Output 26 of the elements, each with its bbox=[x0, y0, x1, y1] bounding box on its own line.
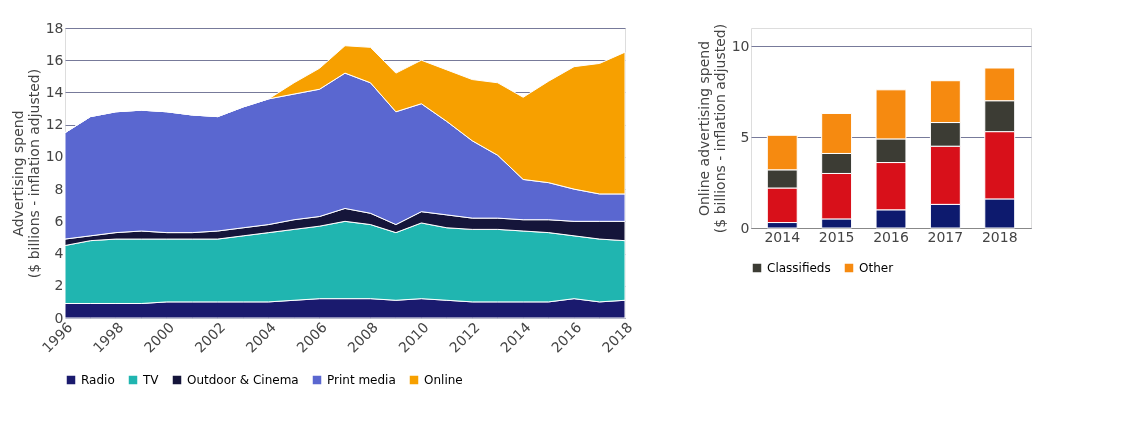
y-axis-title: Online advertising spend ($ billions - inflation adjusted) bbox=[695, 23, 728, 234]
legend-label: Outdoor & Cinema bbox=[187, 373, 299, 387]
y-tick-label: 10 bbox=[731, 37, 750, 54]
legend-label: TV bbox=[142, 373, 160, 387]
legend-label: Other bbox=[859, 261, 894, 275]
x-tick-label: 2016 bbox=[873, 228, 909, 245]
y-tick-label: 14 bbox=[45, 83, 64, 100]
y-tick-label: 10 bbox=[45, 148, 64, 165]
y-tick-label: 6 bbox=[54, 212, 64, 229]
y-tick-label: 2 bbox=[54, 277, 64, 294]
legend-label: Radio bbox=[81, 373, 115, 387]
x-tick-label: 2014 bbox=[764, 228, 801, 245]
x-tick-label: 2018 bbox=[981, 228, 1018, 245]
y-axis-title: Advertising spend ($ billions - inflation adjusted) bbox=[9, 68, 42, 279]
x-tick-label: 2015 bbox=[818, 228, 855, 245]
y-tick-label: 8 bbox=[54, 180, 64, 197]
y-tick-label: 12 bbox=[45, 116, 64, 133]
y-tick-label: 4 bbox=[54, 245, 64, 262]
y-tick-label: 0 bbox=[740, 219, 750, 236]
y-tick-label: 5 bbox=[740, 128, 750, 145]
legend-label: Print media bbox=[327, 373, 396, 387]
y-tick-label: 18 bbox=[45, 19, 64, 36]
x-tick-label: 2017 bbox=[927, 228, 964, 245]
legend-label: Online bbox=[424, 373, 463, 387]
y-tick-label: 16 bbox=[45, 51, 64, 68]
legend-label: Classifieds bbox=[767, 261, 831, 275]
